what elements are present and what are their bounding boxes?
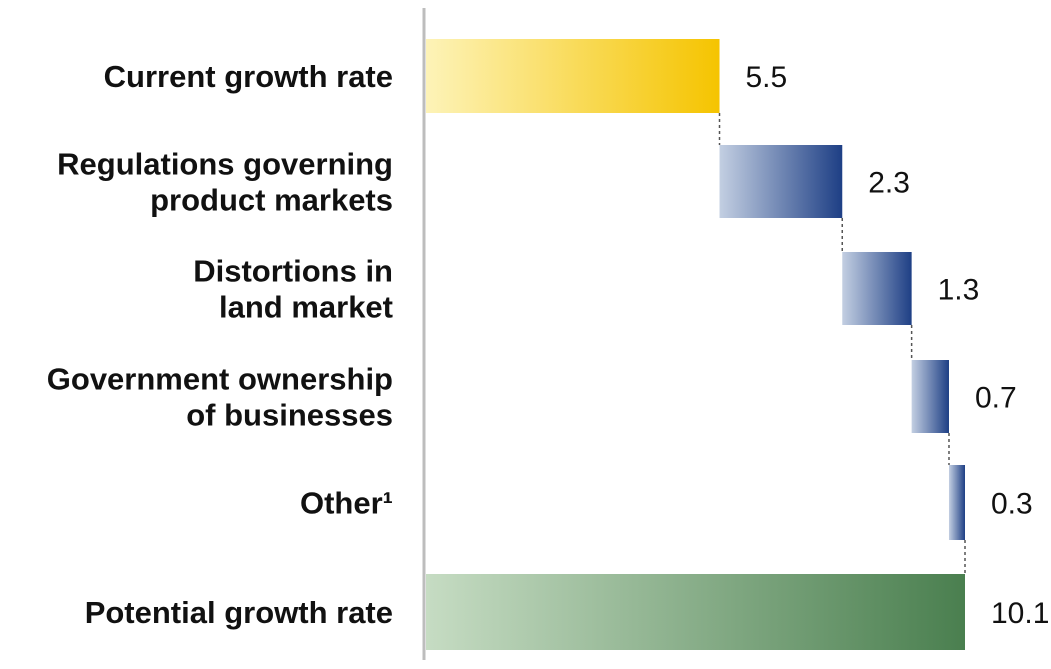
category-label-5-line-0: Potential growth rate	[85, 595, 393, 630]
category-label-3-line-0: Government ownership	[47, 362, 393, 397]
value-label-0: 5.5	[746, 61, 788, 94]
category-label-2-line-0: Distortions in	[193, 254, 393, 289]
bar-1	[719, 145, 843, 218]
bars-group	[426, 39, 965, 650]
connector-lines	[718, 113, 966, 574]
category-labels: Current growth rate Regulations governing…	[47, 59, 393, 630]
bar-2	[842, 252, 912, 325]
category-label-3-line-1: of businesses	[186, 398, 393, 433]
value-label-2: 1.3	[938, 274, 980, 307]
value-label-4: 0.3	[991, 488, 1033, 521]
value-label-3: 0.7	[975, 382, 1017, 415]
category-label-1-line-0: Regulations governing	[57, 147, 393, 182]
category-label-4-line-0: Other¹	[300, 486, 393, 521]
bar-3	[911, 360, 949, 433]
value-label-5: 10.1	[991, 597, 1049, 630]
value-label-1: 2.3	[868, 167, 910, 200]
value-labels: 5.5 2.3 1.3 0.7 0.3 10.1	[746, 61, 1050, 630]
bar-0	[426, 39, 720, 113]
bar-4	[948, 465, 965, 540]
category-label-2-line-1: land market	[219, 290, 393, 325]
bar-5	[426, 574, 965, 650]
category-label-0-line-0: Current growth rate	[104, 59, 393, 94]
category-label-1-line-1: product markets	[150, 183, 393, 218]
